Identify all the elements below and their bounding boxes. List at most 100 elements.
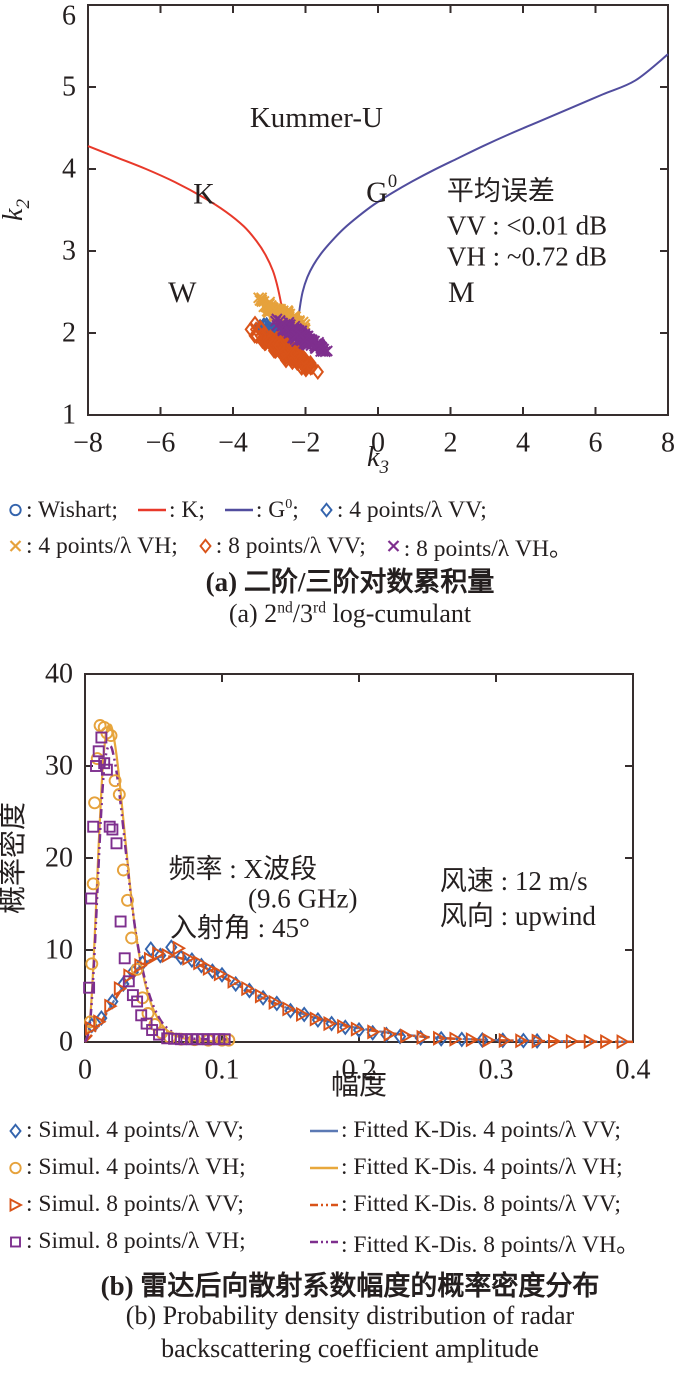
legend-row: : Simul. 8 points/λ VH; : Fitted K-Dis. 8… [6, 1223, 700, 1260]
x-tick-label: −2 [291, 428, 321, 459]
legend-entry-label: : 8 points/λ VH。 [403, 536, 573, 562]
x-tick-label: 0.3 [479, 1055, 514, 1086]
x-tick-label: 0.2 [342, 1055, 377, 1086]
legend-symbol-line-icon [224, 508, 253, 512]
legend-entry: : Fitted K-Dis. 8 points/λ VH。 [308, 1225, 640, 1259]
legend-symbol-x-icon [387, 540, 400, 552]
legend-entry: : K; [136, 497, 205, 524]
chart-b-probability-density: 0 0.1 0.2 0.3 0.4 0 10 20 30 40 幅度 概率密度 频率 : X波段(9.6… [0, 659, 651, 1102]
y-axis-label: 概率密度 [0, 802, 29, 914]
legend-entry: : Simul. 4 points/λ VV; [6, 1117, 308, 1144]
caption-b-zh: (b) 雷达后向散射系数幅度的概率密度分布 [100, 1271, 600, 1301]
legend-entry: : Fitted K-Dis. 8 points/λ VV; [308, 1191, 621, 1218]
caption-a-en: (a) 2nd/3rd log-cumulant [228, 599, 472, 628]
legend-symbol-diamond-icon [199, 538, 212, 554]
region-label-w: W [168, 276, 197, 309]
x-tick-label: 0 [371, 428, 385, 459]
series-simul-8-points-vh [83, 731, 231, 1046]
legend-entry-label: : Wishart; [26, 496, 118, 523]
legend-symbol-line-icon [310, 1129, 338, 1132]
x-tick-label: −4 [218, 428, 248, 459]
legend-entry: : 8 points/λ VH。 [384, 529, 573, 563]
y-tick-label: 30 [45, 751, 73, 782]
legend-symbol-diamond-icon [9, 1122, 22, 1139]
annotation-text: VH : ~0.72 dB [447, 242, 607, 272]
legend-b: : Simul. 4 points/λ VV;: Fitted K-Dis. 4… [6, 1112, 700, 1260]
x-tick-label: 2 [444, 428, 458, 459]
legend-entry: : Fitted K-Dis. 4 points/λ VH; [308, 1154, 623, 1181]
y-tick-label: 4 [62, 154, 76, 185]
y-tick-label: 6 [62, 1, 76, 32]
legend-symbol-x-icon [9, 540, 22, 552]
annotation-text: 风速 : 12 m/s [440, 866, 588, 896]
scatter-8-points-vv [244, 315, 325, 381]
scatter-8-points-vh [269, 313, 333, 358]
curve-g0 [296, 53, 669, 327]
annotation-text: 频率 : X波段 [169, 854, 318, 884]
x-tick-label: −6 [146, 428, 176, 459]
chart-a-log-cumulant: −8 −6 −4 −2 0 2 4 6 8 1 2 3 4 5 6 k3 k2 Kummer-U K G0 W M 平均误差… [0, 1, 675, 479]
legend-symbol-diamond-icon [320, 502, 333, 518]
legend-symbol-line-icon [137, 508, 166, 512]
curve-fitted-k-dis-8-points-vh [83, 744, 229, 1043]
x-axis-label: 幅度 [331, 1069, 387, 1101]
x-tick-label: 0.4 [616, 1055, 651, 1086]
legend-entry-label: : 4 points/λ VH; [26, 532, 178, 559]
legend-entry-label: : Simul. 4 points/λ VH; [26, 1154, 246, 1180]
y-tick-label: 0 [59, 1027, 73, 1058]
legend-symbol-triangle-right-icon [9, 1197, 24, 1212]
caption-b-en-line2: backscattering coefficient amplitude [161, 1334, 539, 1363]
legend-entry-label: : 8 points/λ VV; [215, 532, 366, 559]
x-tick-label: 0.1 [205, 1055, 240, 1086]
legend-row: : Simul. 8 points/λ VV; : Fitted K-Dis. 8… [6, 1186, 700, 1223]
legend-entry: : G0; [223, 497, 299, 524]
legend-entry-label: : Simul. 8 points/λ VH; [26, 1228, 246, 1254]
series-simul-8-points-vv [85, 940, 630, 1050]
legend-row: : Simul. 4 points/λ VV; : Fitted K-Dis. 4… [6, 1112, 700, 1149]
legend-symbol-line-icon [310, 1166, 338, 1169]
annotation-text: 风向 : upwind [440, 901, 597, 931]
legend-entry-label: : Fitted K-Dis. 8 points/λ VV; [341, 1191, 621, 1217]
legend-entry-label: : Fitted K-Dis. 8 points/λ VH。 [341, 1231, 640, 1258]
legend-entry: : Fitted K-Dis. 4 points/λ VV; [308, 1117, 621, 1144]
annotation-text: 入射角 : 45° [170, 913, 310, 943]
y-tick-label: 20 [45, 843, 73, 874]
series-simul-4-points-vv [85, 939, 544, 1049]
legend-entry: : 4 points/λ VV; [317, 497, 487, 524]
legend-entry-label: : Simul. 8 points/λ VV; [26, 1191, 244, 1217]
legend-entry: : 4 points/λ VH; [6, 533, 178, 560]
legend-symbol-circle-icon [9, 1161, 22, 1174]
region-label-k: K [193, 177, 215, 210]
x-tick-label: 8 [661, 428, 675, 459]
legend-entry-label: : Fitted K-Dis. 4 points/λ VV; [341, 1117, 621, 1143]
axes: −8 −6 −4 −2 0 2 4 6 8 1 2 3 4 5 6 [62, 1, 675, 459]
legend-symbol-circle-icon [9, 503, 22, 517]
caption-b-en-line1: (b) Probability density distribution of … [125, 1301, 575, 1330]
legend-entry-label: : 4 points/λ VV; [336, 496, 487, 523]
legend-row: : Wishart; : K; : G0; : 4 points/λ VV; [6, 492, 700, 528]
y-tick-label: 3 [62, 236, 76, 267]
legend-row: : 4 points/λ VH; : 8 points/λ VV; : 8 poin… [6, 528, 700, 564]
legend-entry-label: : K; [168, 496, 205, 523]
y-tick-label: 40 [45, 659, 73, 690]
x-axis-label: k3 [367, 442, 389, 478]
y-tick-label: 2 [62, 318, 76, 349]
caption-a-zh: (a) 二阶/三阶对数累积量 [205, 567, 495, 597]
y-tick-label: 10 [45, 935, 73, 966]
axes: 0 0.1 0.2 0.3 0.4 0 10 20 30 40 [45, 659, 651, 1086]
legend-row: : Simul. 4 points/λ VH; : Fitted K-Dis. 4… [6, 1149, 700, 1186]
x-tick-label: −8 [73, 428, 103, 459]
x-tick-label: 4 [516, 428, 530, 459]
y-axis-label: k2 [0, 199, 34, 221]
region-label-kummer-u: Kummer-U [250, 102, 383, 134]
curve-k [87, 145, 283, 309]
legend-entry: : 8 points/λ VV; [196, 533, 366, 560]
region-label-m: M [448, 276, 475, 309]
legend-symbol-square-icon [10, 1236, 21, 1247]
legend-symbol-dashdot-icon [310, 1240, 338, 1243]
annotation-text: VV : <0.01 dB [447, 211, 607, 241]
legend-entry: : Wishart; [6, 497, 118, 524]
legend-entry: : Simul. 8 points/λ VH; [6, 1228, 308, 1255]
y-tick-label: 1 [62, 400, 76, 431]
